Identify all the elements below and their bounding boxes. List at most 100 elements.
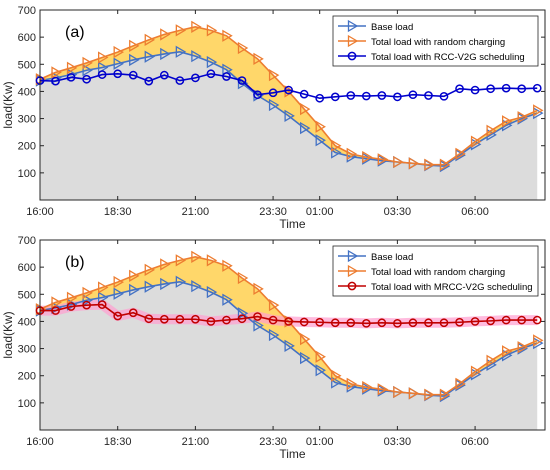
series-2-point bbox=[455, 377, 466, 390]
series-1-point bbox=[98, 61, 109, 74]
x-tick-label: 16:00 bbox=[26, 206, 54, 218]
x-tick-label: 01:00 bbox=[306, 206, 334, 218]
series-1-point bbox=[82, 294, 93, 307]
axes-box bbox=[39, 239, 546, 431]
series-1-point bbox=[129, 283, 140, 297]
series-1-point bbox=[129, 53, 140, 67]
panel-label: (a) bbox=[65, 24, 85, 41]
x-axis-label: Time bbox=[279, 217, 306, 231]
series-1-point bbox=[206, 55, 218, 69]
y-tick-label: 600 bbox=[18, 262, 36, 274]
y-tick-label: 700 bbox=[18, 235, 36, 247]
series-2-point bbox=[346, 147, 358, 160]
series-3-point bbox=[206, 69, 216, 79]
series-2-point bbox=[51, 296, 62, 309]
series-2-point bbox=[66, 61, 78, 74]
charging-increase-area bbox=[40, 256, 538, 397]
series-2-point bbox=[160, 258, 171, 271]
x-tick-label: 06:00 bbox=[461, 206, 489, 218]
y-axis-label: load(Kw) bbox=[1, 311, 15, 358]
series-3-point bbox=[408, 318, 418, 328]
series-3-point bbox=[175, 76, 185, 85]
series-line-2 bbox=[39, 26, 538, 166]
x-tick-label: 03:30 bbox=[384, 206, 412, 218]
series-2-point bbox=[175, 24, 187, 37]
series-3-point bbox=[284, 85, 293, 95]
y-tick-label: 200 bbox=[18, 371, 36, 383]
series-2-point bbox=[113, 45, 124, 59]
y-tick-label: 200 bbox=[18, 141, 36, 153]
x-tick-label: 21:00 bbox=[182, 436, 210, 448]
series-3-point bbox=[222, 315, 231, 325]
series-2-point bbox=[455, 147, 466, 160]
series-1-point bbox=[191, 50, 202, 63]
series-1-point bbox=[268, 328, 280, 342]
series-2-point bbox=[362, 150, 373, 164]
series-2-point bbox=[377, 383, 389, 396]
series-3-point bbox=[532, 315, 542, 325]
series-3-point bbox=[517, 315, 527, 325]
y-axis-label: load(Kw) bbox=[1, 81, 15, 128]
series-3-point bbox=[191, 73, 200, 83]
series-1-point bbox=[160, 277, 171, 291]
series-3-point bbox=[175, 314, 185, 324]
series-3-point bbox=[439, 318, 449, 328]
legend-entry-3: Total load with MRCC-V2G scheduling bbox=[371, 282, 533, 293]
series-1-point bbox=[300, 351, 311, 365]
y-tick-label: 600 bbox=[18, 32, 36, 44]
series-2-point bbox=[237, 41, 249, 55]
legend-marker-3 bbox=[347, 51, 357, 61]
series-3-point bbox=[361, 318, 371, 328]
series-3-point bbox=[393, 92, 402, 102]
base-load-area bbox=[40, 51, 538, 200]
x-tick-label: 18:30 bbox=[104, 206, 132, 218]
series-2-point bbox=[51, 66, 62, 79]
series-2-point bbox=[98, 281, 109, 294]
series-2-point bbox=[439, 158, 451, 171]
legend: Base load Total load with random charging… bbox=[332, 15, 539, 67]
series-3-point bbox=[455, 84, 464, 94]
series-3-point bbox=[128, 70, 138, 80]
legend-entry-2: Total load with random charging bbox=[371, 37, 505, 48]
series-2-point bbox=[393, 155, 404, 169]
series-2-point bbox=[424, 158, 435, 171]
series-2-point bbox=[470, 135, 482, 148]
legend-entry-1: Base load bbox=[371, 252, 413, 263]
series-1-point bbox=[98, 291, 109, 304]
series-1-point bbox=[268, 98, 280, 112]
series-3-point bbox=[346, 91, 356, 100]
series-2-point bbox=[315, 120, 326, 133]
series-3-point bbox=[424, 318, 433, 328]
legend-marker-1 bbox=[347, 19, 359, 33]
axes-box bbox=[39, 9, 546, 201]
series-3-point bbox=[470, 85, 480, 95]
series-1-point bbox=[191, 280, 202, 293]
series-2-point bbox=[129, 269, 140, 282]
series-3-point bbox=[51, 76, 60, 86]
series-3-point bbox=[517, 84, 527, 94]
y-tick-label: 300 bbox=[18, 114, 36, 126]
series-2-point bbox=[502, 345, 513, 358]
series-1-point bbox=[253, 319, 264, 332]
series-3-point bbox=[346, 318, 356, 328]
series-2-point bbox=[393, 385, 404, 399]
series-2-point bbox=[502, 115, 513, 128]
series-3-point bbox=[330, 92, 340, 102]
series-2-point bbox=[144, 263, 156, 276]
series-2-point bbox=[206, 254, 218, 267]
x-tick-label: 23:30 bbox=[259, 436, 287, 448]
series-1-point bbox=[284, 109, 295, 122]
series-3-point bbox=[97, 70, 107, 79]
series-2-point bbox=[129, 39, 140, 52]
series-2-point bbox=[222, 29, 233, 42]
x-tick-label: 01:00 bbox=[306, 436, 334, 448]
series-2-point bbox=[66, 291, 78, 304]
series-3-point bbox=[191, 314, 200, 324]
x-tick-label: 23:30 bbox=[259, 206, 287, 218]
series-3-point bbox=[377, 318, 387, 328]
series-3-point bbox=[330, 318, 340, 328]
series-2-point bbox=[424, 388, 435, 401]
series-3-point bbox=[439, 91, 449, 101]
series-3-point bbox=[284, 317, 293, 326]
series-3-point bbox=[486, 84, 495, 94]
